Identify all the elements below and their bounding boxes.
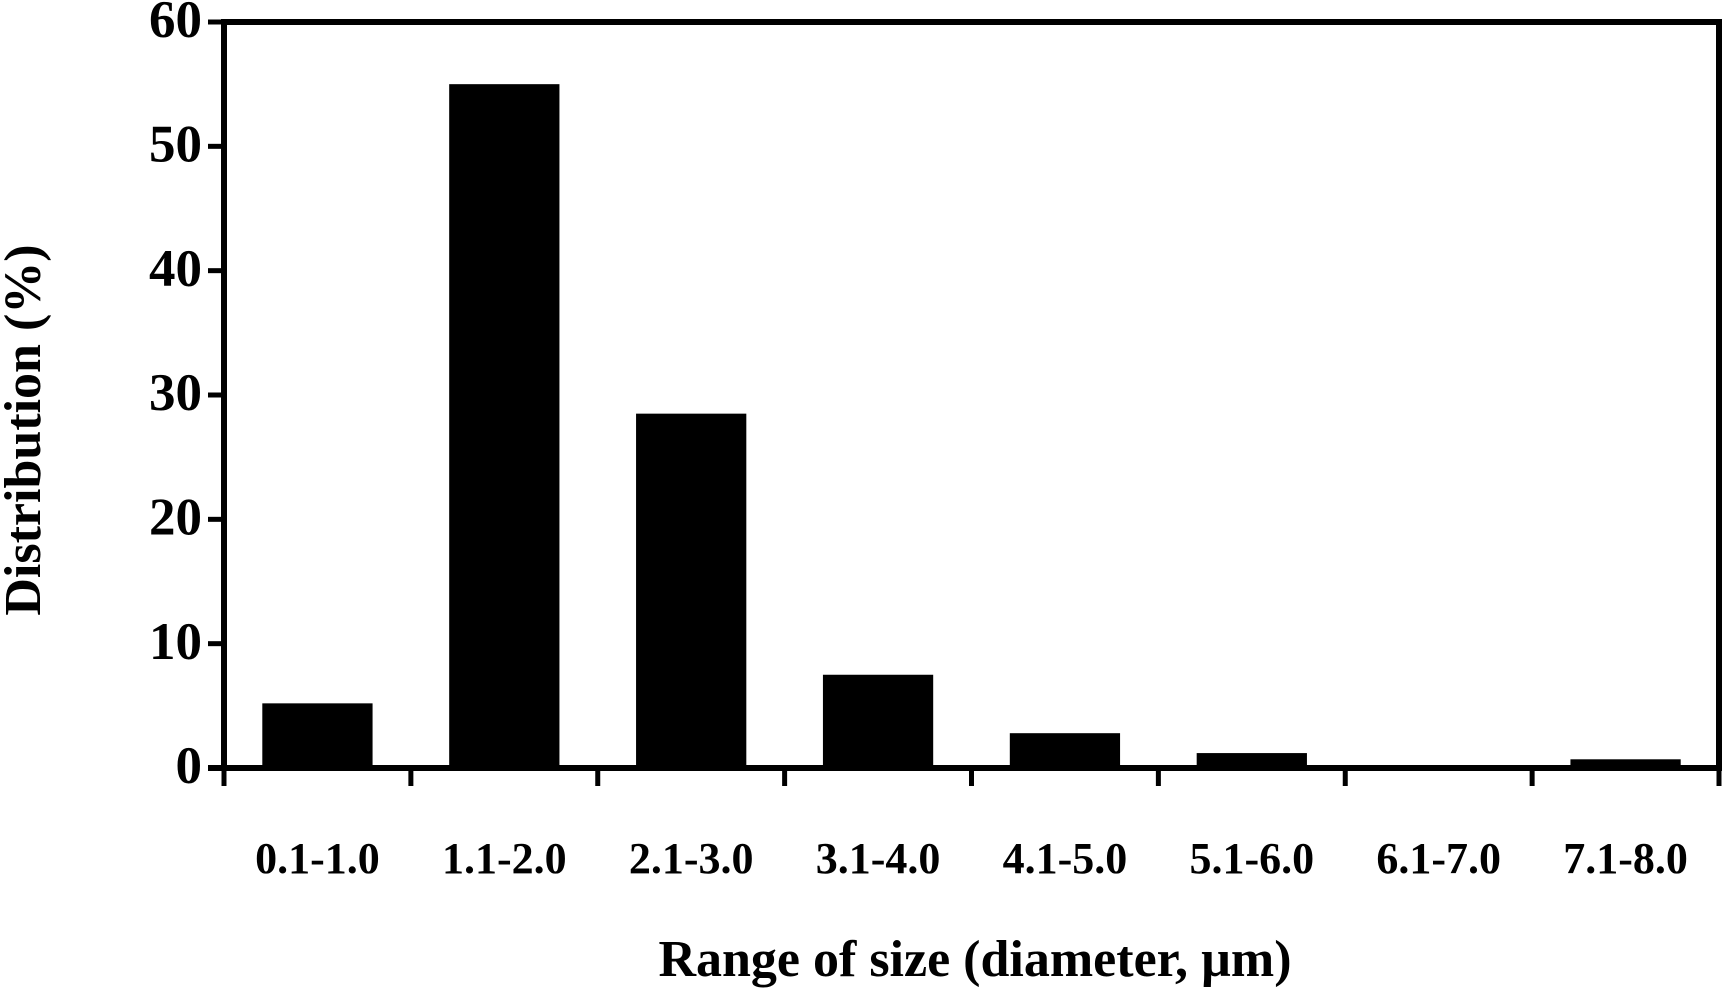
x-tick-label: 4.1-5.0	[1003, 834, 1128, 883]
x-tick-label: 0.1-1.0	[255, 834, 380, 883]
x-tick-label: 1.1-2.0	[442, 834, 567, 883]
y-tick-label: 40	[149, 240, 202, 298]
x-tick-label: 3.1-4.0	[816, 834, 941, 883]
bar	[822, 674, 934, 768]
bar	[262, 703, 373, 768]
y-tick-label: 60	[149, 0, 202, 49]
y-tick-label: 10	[149, 613, 202, 671]
x-tick-label: 5.1-6.0	[1189, 834, 1314, 883]
x-tick-label: 6.1-7.0	[1376, 834, 1501, 883]
x-axis-title: Range of size (diameter, µm)	[658, 931, 1291, 988]
x-tick-label: 7.1-8.0	[1563, 834, 1688, 883]
bar	[449, 84, 560, 768]
plot-frame	[221, 19, 1722, 768]
y-tick-label: 30	[149, 364, 202, 422]
bar	[1009, 733, 1121, 768]
bar	[636, 413, 747, 768]
y-tick-label: 50	[149, 115, 202, 173]
bar	[1570, 759, 1681, 768]
x-tick-label: 2.1-3.0	[629, 834, 754, 883]
y-tick-label: 0	[176, 737, 203, 795]
y-tick-label: 20	[149, 488, 202, 546]
y-axis-title: Distribution (%)	[0, 244, 52, 615]
bar	[1196, 753, 1307, 768]
